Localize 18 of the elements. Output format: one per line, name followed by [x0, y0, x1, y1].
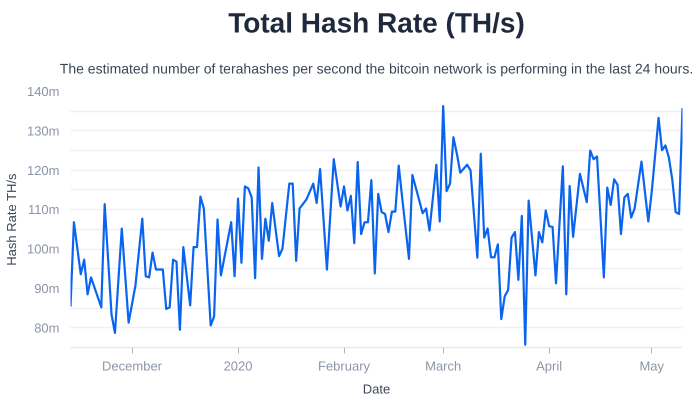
y-axis-title: Hash Rate TH/s — [4, 173, 19, 266]
y-tick-label: 80m — [34, 320, 60, 336]
x-tick-label: December — [102, 358, 163, 374]
chart-title: Total Hash Rate (TH/s) — [228, 8, 525, 38]
chart-subtitle: The estimated number of terahashes per second the bitcoin network is performing in the last 24 hours. — [60, 60, 694, 76]
x-axis-title: Date — [362, 382, 390, 396]
x-tick-label: March — [425, 358, 462, 374]
x-tick-label: 2020 — [224, 358, 252, 374]
y-tick-label: 140m — [26, 84, 60, 99]
y-tick-label: 90m — [34, 280, 60, 296]
line-series — [70, 104, 682, 346]
x-tick-label: February — [318, 358, 371, 374]
y-tick-label: 110m — [28, 202, 60, 218]
x-tick-label: May — [639, 358, 665, 374]
y-tick-label: 130m — [26, 123, 60, 138]
y-tick-label: 100m — [26, 242, 60, 257]
x-tick-label: April — [536, 358, 562, 374]
y-tick-label: 120m — [26, 162, 60, 178]
